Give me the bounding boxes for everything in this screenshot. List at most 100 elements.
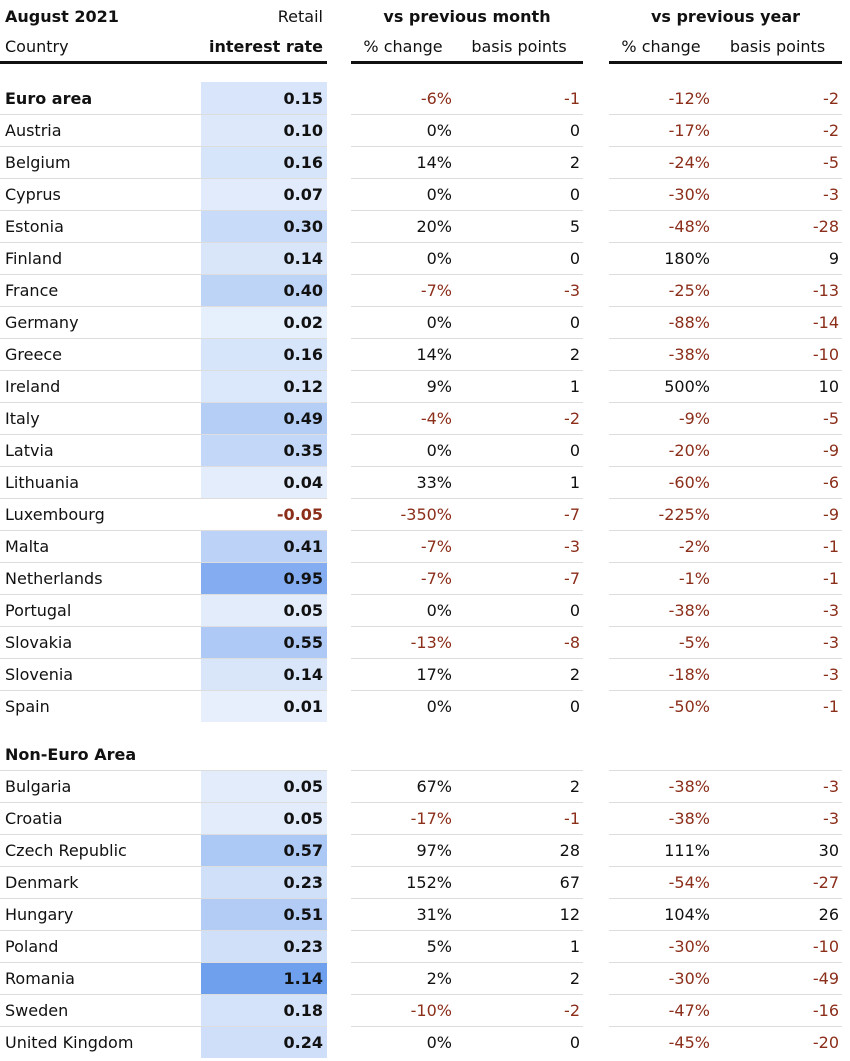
row-divider bbox=[609, 962, 842, 963]
month-basis-points: 2 bbox=[569, 664, 580, 684]
row-divider bbox=[351, 530, 583, 531]
country-name: Malta bbox=[5, 536, 50, 556]
month-pct-change: 152% bbox=[406, 872, 452, 892]
year-basis-points: -1 bbox=[823, 536, 839, 556]
row-divider bbox=[351, 1026, 583, 1027]
rate-value: 0.14 bbox=[283, 664, 323, 684]
group-name: Euro area bbox=[5, 88, 93, 108]
rate-heat-fill bbox=[201, 994, 327, 1026]
country-name: Bulgaria bbox=[5, 776, 72, 796]
month-basis-points: 2 bbox=[569, 344, 580, 364]
rate-heat-fill bbox=[201, 1026, 327, 1058]
month-basis-points: 0 bbox=[569, 120, 580, 140]
vs-year-label: vs previous year bbox=[650, 6, 801, 26]
month-pct-change: 0% bbox=[426, 600, 452, 620]
country-name: Estonia bbox=[5, 216, 64, 236]
year-basis-points: -3 bbox=[823, 184, 839, 204]
row-divider bbox=[351, 802, 583, 803]
rate-heat-fill bbox=[201, 242, 327, 274]
row-divider bbox=[609, 1026, 842, 1027]
row-divider bbox=[0, 402, 327, 403]
retail-label: Retail bbox=[277, 6, 323, 26]
year-basis-points: -13 bbox=[812, 280, 839, 300]
row-divider bbox=[351, 594, 583, 595]
rate-heat-fill bbox=[201, 114, 327, 146]
month-pct-change: -13% bbox=[410, 632, 452, 652]
month-pct-label: % change bbox=[363, 36, 443, 56]
year-basis-points: 9 bbox=[828, 248, 839, 268]
row-divider bbox=[0, 562, 327, 563]
month-basis-points: -7 bbox=[564, 504, 580, 524]
month-pct-change: 0% bbox=[426, 120, 452, 140]
year-basis-points: -28 bbox=[812, 216, 839, 236]
row-divider bbox=[351, 962, 583, 963]
rate-heat-fill bbox=[201, 562, 327, 594]
country-name: Czech Republic bbox=[5, 840, 127, 860]
row-divider bbox=[609, 626, 842, 627]
row-divider bbox=[0, 338, 327, 339]
year-pct-change: -30% bbox=[668, 184, 710, 204]
rate-heat-fill bbox=[201, 274, 327, 306]
rate-heat-fill bbox=[201, 802, 327, 834]
month-basis-points: -3 bbox=[564, 280, 580, 300]
year-pct-change: -60% bbox=[668, 472, 710, 492]
rate-heat-fill bbox=[201, 178, 327, 210]
country-name: France bbox=[5, 280, 59, 300]
year-basis-points: -6 bbox=[823, 472, 839, 492]
rate-value: 0.10 bbox=[283, 120, 323, 140]
row-divider bbox=[351, 994, 583, 995]
row-divider bbox=[0, 690, 327, 691]
year-pct-change: -9% bbox=[678, 408, 710, 428]
month-pct-change: 0% bbox=[426, 440, 452, 460]
year-pct-change: 111% bbox=[664, 840, 710, 860]
group-header-row: Non-Euro Area bbox=[0, 738, 850, 770]
year-basis-points: -9 bbox=[823, 504, 839, 524]
table-row: Finland 0.14 0% 0 180% 9 bbox=[0, 242, 850, 274]
month-pct-change: 5% bbox=[426, 936, 452, 956]
year-basis-points: -20 bbox=[812, 1032, 839, 1052]
country-name: Ireland bbox=[5, 376, 61, 396]
table-row: Poland 0.23 5% 1 -30% -10 bbox=[0, 930, 850, 962]
row-divider bbox=[609, 402, 842, 403]
table-row: Sweden 0.18 -10% -2 -47% -16 bbox=[0, 994, 850, 1026]
rate-heat-fill bbox=[201, 306, 327, 338]
row-divider bbox=[351, 434, 583, 435]
month-basis-points: 1 bbox=[569, 936, 580, 956]
row-divider bbox=[609, 562, 842, 563]
table-row: Luxembourg -0.05 -350% -7 -225% -9 bbox=[0, 498, 850, 530]
month-basis-points: 0 bbox=[569, 184, 580, 204]
row-divider bbox=[609, 930, 842, 931]
year-basis-points: -5 bbox=[823, 408, 839, 428]
month-pct-change: 31% bbox=[416, 904, 452, 924]
row-divider bbox=[609, 802, 842, 803]
year-basis-points: -1 bbox=[823, 568, 839, 588]
rate-value: 0.15 bbox=[283, 88, 323, 108]
month-basis-points: 0 bbox=[569, 696, 580, 716]
rate-value: 0.49 bbox=[283, 408, 323, 428]
rate-value: -0.05 bbox=[276, 504, 323, 524]
rate-value: 0.40 bbox=[283, 280, 323, 300]
year-basis-points: -10 bbox=[812, 344, 839, 364]
table-row: Bulgaria 0.05 67% 2 -38% -3 bbox=[0, 770, 850, 802]
year-pct-change: -20% bbox=[668, 440, 710, 460]
row-divider bbox=[351, 210, 583, 211]
table-row: Slovakia 0.55 -13% -8 -5% -3 bbox=[0, 626, 850, 658]
row-divider bbox=[0, 146, 327, 147]
year-pct-change: -24% bbox=[668, 152, 710, 172]
row-divider bbox=[351, 274, 583, 275]
row-divider bbox=[351, 402, 583, 403]
table-row: Denmark 0.23 152% 67 -54% -27 bbox=[0, 866, 850, 898]
rate-value: 0.05 bbox=[283, 808, 323, 828]
rate-heat-fill bbox=[201, 930, 327, 962]
month-pct-change: -10% bbox=[410, 1000, 452, 1020]
row-divider bbox=[609, 306, 842, 307]
table-row: Estonia 0.30 20% 5 -48% -28 bbox=[0, 210, 850, 242]
table-row: Cyprus 0.07 0% 0 -30% -3 bbox=[0, 178, 850, 210]
year-basis-points: -3 bbox=[823, 632, 839, 652]
rate-value: 0.12 bbox=[283, 376, 323, 396]
country-name: Luxembourg bbox=[5, 504, 105, 524]
year-basis-points: -5 bbox=[823, 152, 839, 172]
row-divider bbox=[0, 626, 327, 627]
year-basis-points: -1 bbox=[823, 696, 839, 716]
row-divider bbox=[0, 770, 327, 771]
